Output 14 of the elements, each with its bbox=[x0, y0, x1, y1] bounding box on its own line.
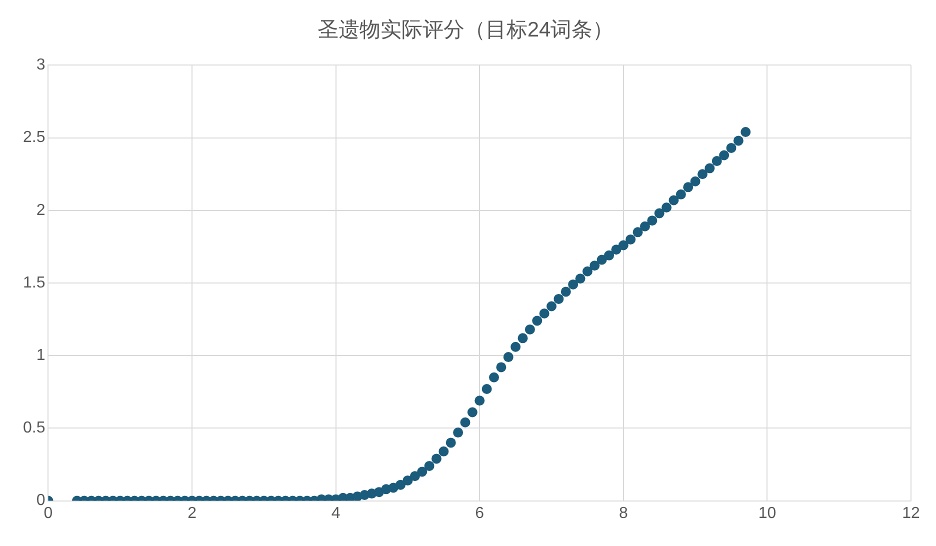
y-tick-label: 0.5 bbox=[22, 420, 46, 437]
y-tick-label: 1.5 bbox=[22, 274, 46, 292]
x-tick-label: 6 bbox=[475, 504, 484, 522]
x-tick-label: 2 bbox=[188, 504, 197, 522]
x-tick-label: 8 bbox=[618, 504, 628, 522]
y-tick-label: 2.5 bbox=[22, 129, 46, 146]
x-tick-label: 12 bbox=[902, 504, 920, 522]
chart-title: 圣遗物实际评分（目标24词条） bbox=[317, 18, 614, 42]
y-tick-label: 1 bbox=[36, 347, 46, 364]
y-tick-label: 2 bbox=[36, 202, 46, 219]
x-tick-label: 4 bbox=[331, 504, 340, 522]
y-tick-label: 3 bbox=[36, 56, 46, 74]
y-tick-label: 0 bbox=[36, 492, 46, 510]
x-tick-label: 10 bbox=[758, 504, 776, 522]
